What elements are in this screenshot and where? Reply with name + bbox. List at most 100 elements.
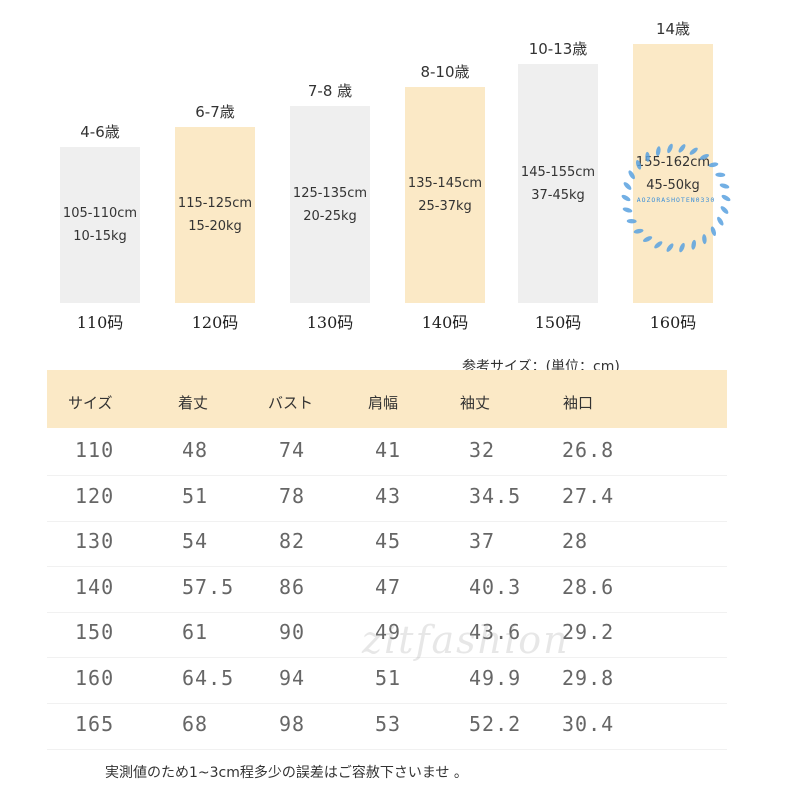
age-label: 14歳	[655, 20, 691, 38]
table-cell: 49	[375, 620, 402, 645]
laurel-leaf	[679, 242, 685, 253]
table-row	[47, 612, 727, 659]
size-bar: 115-125cm 15-20kg	[175, 127, 255, 303]
laurel-leaf	[715, 172, 726, 178]
age-label: 6-7歳	[195, 103, 235, 121]
table-cell: 51	[182, 483, 209, 508]
table-cell: 90	[279, 620, 306, 645]
age-label: 7-8 歳	[307, 82, 353, 100]
size-label: 130码	[306, 313, 354, 332]
table-cell: 82	[279, 529, 306, 554]
table-cell: 51	[375, 666, 402, 690]
weight-range: 45-50kg	[646, 177, 700, 193]
table-cell: 49.9	[469, 666, 522, 690]
table-cell: 68	[182, 711, 209, 736]
height-range: 105-110cm	[62, 206, 138, 221]
laurel-leaf	[708, 162, 719, 168]
table-cell: 43	[375, 483, 402, 508]
weight-range: 20-25kg	[303, 208, 357, 224]
table-cell: 47	[375, 574, 402, 599]
laurel-leaf	[645, 151, 650, 162]
table-cell: 74	[279, 438, 306, 462]
laurel-leaf	[721, 194, 731, 202]
laurel-leaf	[678, 144, 686, 153]
footnote: 実測値のため1~3cm程多少の誤差はご容赦下さいませ 。	[105, 765, 468, 781]
table-cell: 110	[75, 438, 115, 462]
size-bar: 135-145cm 25-37kg	[405, 87, 485, 303]
weight-range: 37-45kg	[531, 187, 585, 203]
height-range: 145-155cm	[520, 164, 596, 180]
size-bar: 155-162cm 45-50kg	[633, 44, 713, 303]
header-sleeve-length: 袖丈	[460, 394, 491, 412]
size-label: 150码	[534, 313, 582, 332]
table-cell: 160	[75, 666, 115, 690]
table-row	[47, 704, 727, 750]
table-cell: 94	[279, 666, 306, 690]
size-label: 140码	[421, 313, 469, 332]
table-cell: 45	[375, 529, 402, 554]
laurel-leaf	[655, 146, 661, 157]
laurel-leaf	[717, 216, 724, 226]
table-cell: 78	[279, 483, 306, 508]
laurel-leaf	[719, 183, 730, 189]
laurel-leaf	[720, 206, 729, 214]
laurel-leaf	[621, 194, 631, 202]
size-bar: 125-135cm 20-25kg	[290, 106, 370, 303]
laurel-leaf	[623, 182, 632, 190]
table-cell: 61	[182, 620, 209, 645]
weight-range: 25-37kg	[418, 199, 472, 214]
laurel-leaf	[626, 218, 637, 224]
table-cell: 29.2	[562, 620, 615, 645]
height-range: 125-135cm	[292, 185, 368, 201]
table-cell: 64.5	[182, 666, 235, 690]
stamp-text: AOZORASHOTEN0330	[637, 196, 716, 204]
table-cell: 26.8	[562, 438, 615, 462]
laurel-leaf	[699, 153, 710, 160]
laurel-leaf	[633, 228, 644, 234]
table-cell: 28	[562, 529, 589, 554]
table-cell: 53	[375, 711, 402, 736]
size-label: 120码	[191, 313, 239, 332]
table-cell: 140	[75, 574, 115, 599]
watermark: zitfashion	[362, 618, 570, 662]
table-cell: 41	[375, 438, 402, 462]
table-row	[47, 567, 727, 613]
table-cell: 30.4	[562, 711, 615, 736]
table-cell: 43.6	[469, 620, 522, 645]
age-label: 8-10歳	[420, 63, 470, 81]
table-row	[47, 521, 727, 568]
header-cuff: 袖口	[563, 394, 594, 412]
table-cell: 54	[182, 529, 209, 554]
header-length: 着丈	[178, 394, 209, 412]
weight-range: 15-20kg	[188, 219, 242, 234]
laurel-leaf	[667, 143, 673, 154]
table-row	[47, 476, 727, 522]
laurel-leaf	[702, 234, 707, 245]
size-label: 110码	[76, 313, 124, 332]
laurel-leaf	[642, 236, 653, 243]
table-cell: 28.6	[562, 574, 615, 599]
size-bar: 145-155cm 37-45kg	[518, 64, 598, 303]
table-row	[47, 658, 727, 704]
table-cell: 37	[469, 529, 496, 554]
laurel-leaf	[666, 243, 674, 252]
table-row	[47, 430, 727, 476]
height-range: 135-145cm	[407, 176, 483, 191]
weight-range: 10-15kg	[73, 229, 127, 244]
height-range: 115-125cm	[177, 196, 253, 211]
laurel-leaf	[654, 241, 663, 249]
height-range: 155-162cm	[635, 154, 711, 170]
header-shoulder: 肩幅	[368, 394, 399, 412]
age-label: 4-6歳	[80, 123, 120, 141]
table-cell: 52.2	[469, 711, 522, 736]
table-cell: 98	[279, 711, 306, 736]
table-cell: 57.5	[182, 574, 235, 599]
table-cell: 34.5	[469, 483, 522, 508]
table-cell: 120	[75, 483, 115, 508]
laurel-leaf	[622, 207, 633, 213]
table-cell: 86	[279, 574, 306, 599]
age-label: 10-13歳	[528, 40, 588, 58]
header-size: サイズ	[68, 394, 113, 412]
table-header-bg	[47, 370, 727, 428]
size-bar: 105-110cm 10-15kg	[60, 147, 140, 303]
